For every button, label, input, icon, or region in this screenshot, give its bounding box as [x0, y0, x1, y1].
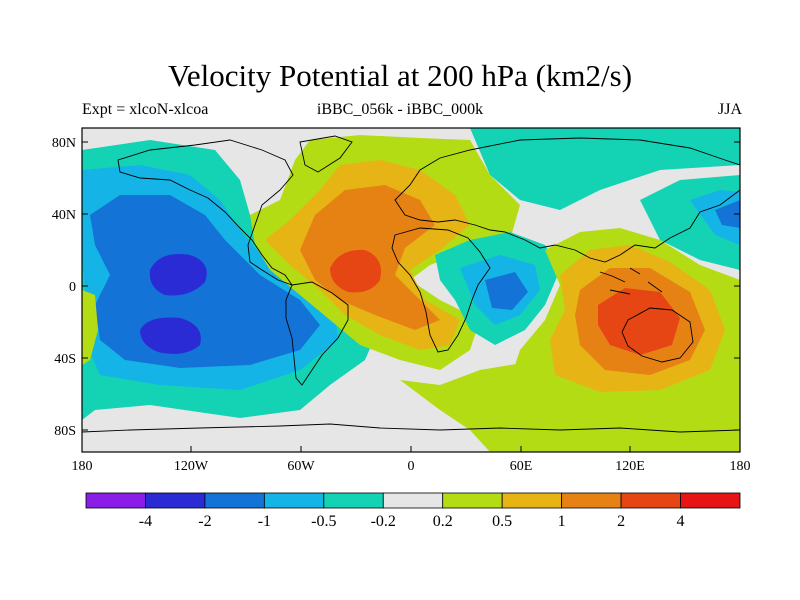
map-frame: 80N 40N 0 40S 80S 180 120W 60W 0 60E 120…	[52, 127, 751, 474]
lon-label-60e: 60E	[510, 459, 533, 474]
colorbar-swatch	[204, 492, 265, 509]
lat-label-0: 0	[69, 280, 76, 295]
lat-label-40s: 40S	[54, 352, 76, 367]
season-label: JJA	[717, 101, 742, 118]
contour-east-edge-neg1	[715, 200, 740, 228]
contour-east-edge-neg05	[690, 190, 740, 245]
lon-label-120w: 120W	[174, 459, 209, 474]
colorbar-label: -0.5	[311, 513, 336, 530]
comparison-label: iBBC_056k - iBBC_000k	[316, 101, 484, 118]
colorbar-swatch	[561, 492, 622, 509]
colorbar-swatch	[442, 492, 503, 509]
colorbar-swatch	[85, 492, 146, 509]
colorbar-label: 2	[617, 513, 625, 530]
colorbar-swatch	[382, 492, 444, 509]
contour-pacific-neg2-north	[149, 254, 207, 296]
contour-pacific-neg2-south	[140, 317, 201, 354]
contour-atlantic-pos2	[330, 249, 381, 293]
coastline-australia	[621, 307, 694, 363]
colorbar-swatch	[680, 492, 741, 509]
lat-label-80n: 80N	[52, 136, 76, 151]
colorbar-label: -0.2	[371, 513, 396, 530]
coastline-maritime-islands	[599, 267, 663, 295]
coastline-greenland	[299, 135, 353, 173]
colorbar-swatch	[263, 492, 325, 509]
coastlines	[82, 135, 740, 433]
velocity-potential-field	[82, 128, 740, 452]
lon-label-180e: 180	[730, 459, 751, 474]
colorbar-label: 0.5	[492, 513, 512, 530]
contour-arctic-neg	[470, 128, 740, 210]
colorbar-label: 0.2	[433, 513, 453, 530]
contour-warmpool-pos2	[598, 288, 680, 355]
colorbar-label: -1	[258, 513, 271, 530]
contour-indian-neg1	[485, 272, 528, 310]
colorbar-label: -4	[139, 513, 152, 530]
longitude-labels: 180 120W 60W 0 60E 120E 180	[72, 459, 751, 474]
map-ticks	[82, 141, 740, 452]
experiment-label: Expt = xlcoN-xlcoa	[82, 101, 209, 118]
lon-label-180w: 180	[72, 459, 93, 474]
colorbar-label: 4	[677, 513, 685, 530]
lat-label-40n: 40N	[52, 208, 76, 223]
lon-label-60w: 60W	[287, 459, 315, 474]
lon-label-120e: 120E	[615, 459, 645, 474]
coastline-africa	[391, 227, 491, 353]
lat-label-80s: 80S	[54, 424, 76, 439]
colorbar-label: -2	[198, 513, 211, 530]
colorbar-label: 1	[558, 513, 566, 530]
contour-west-edge-pos	[82, 290, 98, 365]
coastline-eurasia	[394, 137, 740, 263]
colorbar-swatch	[323, 492, 384, 509]
coastline-antarctica	[82, 423, 740, 433]
latitude-labels: 80N 40N 0 40S 80S	[52, 136, 76, 439]
colorbar-swatch	[620, 492, 681, 509]
colorbar-swatch	[501, 492, 563, 509]
lon-label-0: 0	[408, 459, 415, 474]
map-title: Velocity Potential at 200 hPa (km2/s)	[167, 58, 633, 93]
coastline-south-america	[285, 281, 349, 386]
coastline-north-america	[117, 139, 294, 286]
colorbar-swatch	[145, 492, 206, 509]
colorbar: -4 -2 -1 -0.5 -0.2 0.2 0.5 1 2 4	[85, 492, 741, 530]
